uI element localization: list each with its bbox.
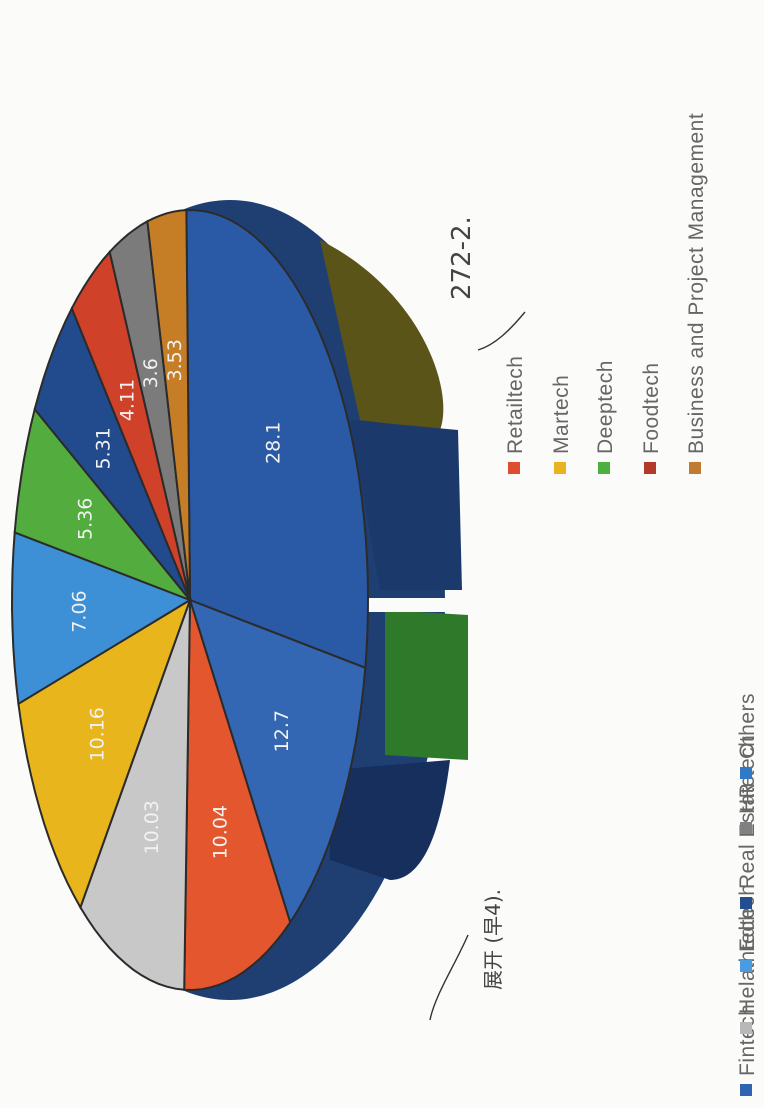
slice-value-label-2: 10.04 xyxy=(209,805,231,859)
legend-swatch xyxy=(740,1022,752,1034)
legend-label: Edtech xyxy=(736,884,759,952)
pie-slice-5 xyxy=(10,530,193,706)
legend-label: Foodtech xyxy=(640,362,663,454)
legend-item-retailtech: Retailtech xyxy=(504,356,527,474)
slice-value-label-5: 7.06 xyxy=(68,590,90,632)
slice-value-label-10: 3.53 xyxy=(164,339,186,381)
pie-slice-3 xyxy=(79,599,191,991)
slice-value-label-4: 10.16 xyxy=(87,707,109,761)
slice-value-label-9: 3.6 xyxy=(140,358,162,388)
annotation-top-text: 272-2. xyxy=(447,216,477,300)
legend-label: Fintech xyxy=(736,1004,759,1076)
legend-item-others: Others xyxy=(736,693,759,779)
pie-slice-2 xyxy=(183,599,292,992)
slice-value-label-6: 5.36 xyxy=(75,498,97,540)
legend-item-martech: Martech xyxy=(550,375,573,474)
slice-value-label-0: 28.1 xyxy=(262,422,284,464)
annotation-bottom-text: 展开 (早4). xyxy=(481,889,505,990)
legend-swatch xyxy=(598,462,610,474)
pie-slice-7 xyxy=(33,305,191,601)
annotation-bottom: 展开 (早4). xyxy=(429,889,505,1021)
pie-slice-9 xyxy=(108,219,191,601)
pie-slice-0 xyxy=(185,209,370,670)
pie-slice-4 xyxy=(17,597,192,910)
legend-swatch xyxy=(740,960,752,972)
legend-swatch xyxy=(644,462,656,474)
slice-value-label-7: 5.31 xyxy=(93,427,115,469)
pie-slice-1 xyxy=(188,598,367,925)
legend-swatch xyxy=(689,462,701,474)
legend-swatch xyxy=(554,462,566,474)
legend-item-fintech: Fintech xyxy=(736,1004,759,1096)
legend-swatch xyxy=(740,897,752,909)
legend-swatch xyxy=(740,767,752,779)
legend-label: Deeptech xyxy=(594,360,617,454)
slice-value-label-8: 4.11 xyxy=(116,379,138,421)
legend-swatch xyxy=(508,462,520,474)
pie-slice-10 xyxy=(146,209,191,601)
legend-label: Others xyxy=(736,693,759,759)
legend-label: Martech xyxy=(550,375,573,454)
legend-swatch xyxy=(740,1084,752,1096)
pie-slice-6 xyxy=(13,407,194,603)
legend-label: Business and Project Management xyxy=(685,113,708,454)
legend-item-deeptech: Deeptech xyxy=(594,360,617,474)
annotation-top: 272-2. xyxy=(447,216,526,351)
legend-item-foodtech: Foodtech xyxy=(640,362,663,474)
legend-swatch xyxy=(740,822,752,834)
slice-value-label-3: 10.03 xyxy=(141,800,163,854)
legend-label: Retailtech xyxy=(504,356,527,454)
slice-value-label-1: 12.7 xyxy=(271,710,293,752)
legend-item-business-and-project-management: Business and Project Management xyxy=(685,113,708,474)
pie-slice-8 xyxy=(70,249,191,601)
